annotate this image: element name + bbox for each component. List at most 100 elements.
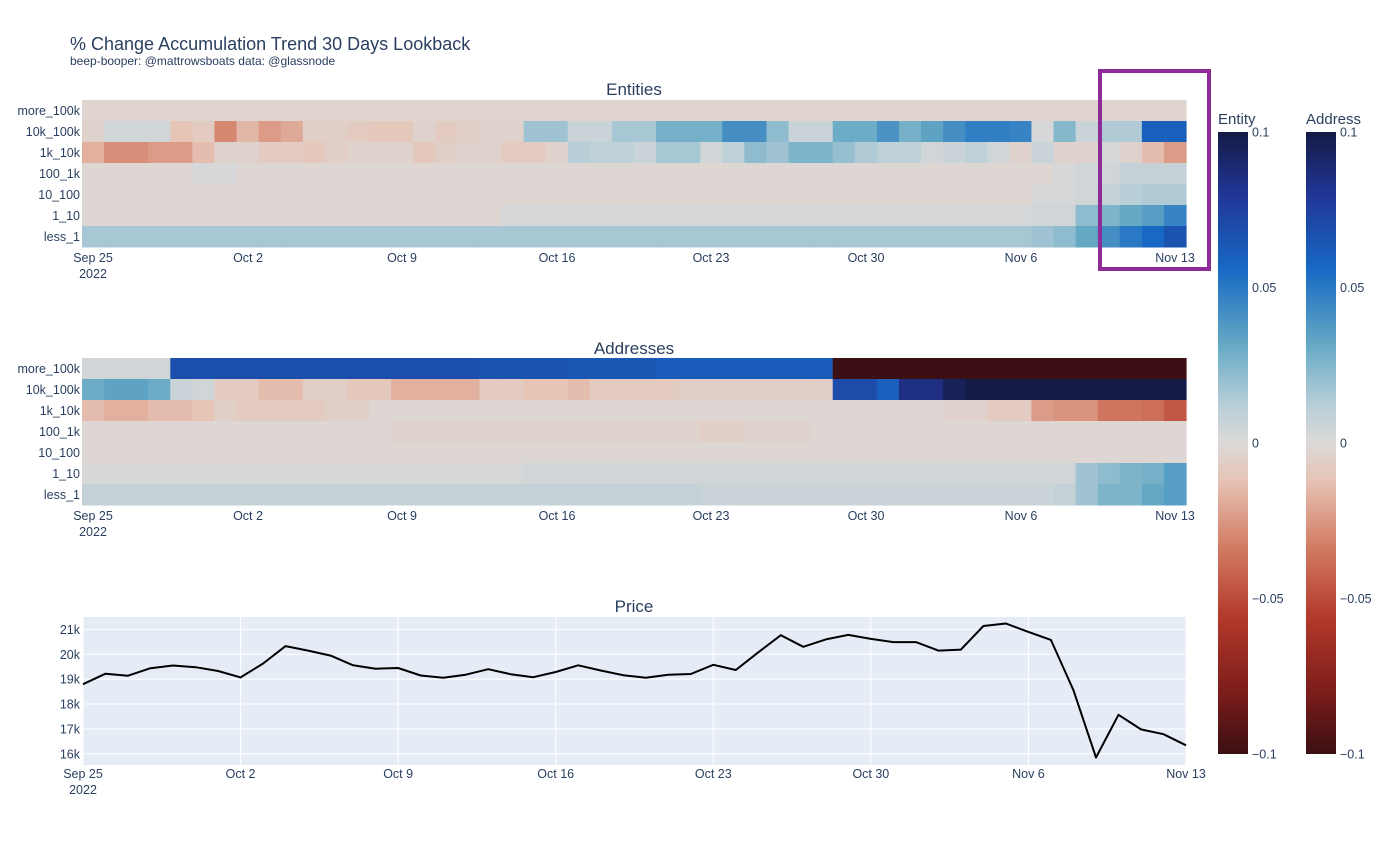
entities-heatmap-cell bbox=[214, 184, 238, 206]
entities-heatmap-cell bbox=[1053, 142, 1077, 164]
addresses-heatmap-cell bbox=[832, 442, 856, 464]
addresses-heatmap-cell bbox=[82, 358, 105, 380]
addresses-heatmap-cell bbox=[678, 463, 701, 485]
entities-heatmap-cell bbox=[1097, 205, 1121, 227]
chart-subtitle: beep-booper: @mattrowsboats data: @glass… bbox=[70, 54, 336, 68]
addresses-heatmap-cell bbox=[898, 484, 922, 506]
addresses-heatmap-cell bbox=[435, 463, 458, 485]
entities-heatmap-cell bbox=[876, 184, 900, 206]
addresses-heatmap-cell bbox=[656, 463, 679, 485]
entities-heatmap-cell bbox=[567, 184, 591, 206]
entities-heatmap-cell bbox=[1009, 142, 1033, 164]
addresses-heatmap-cell bbox=[567, 358, 591, 380]
entities-heatmap-cell bbox=[523, 205, 547, 227]
entities-heatmap-cell bbox=[1163, 184, 1187, 206]
addresses-heatmap-cell bbox=[943, 400, 966, 422]
addresses-heatmap-cell bbox=[1097, 379, 1121, 401]
addresses-heatmap-cell bbox=[170, 379, 193, 401]
entities-heatmap-cell bbox=[82, 100, 105, 122]
colorbar-tick-label: 0 bbox=[1252, 437, 1259, 451]
entities-heatmap-cell bbox=[876, 163, 900, 185]
entities-heatmap-cell bbox=[457, 121, 481, 143]
addresses-heatmap-cell bbox=[82, 484, 105, 506]
addresses-heatmap-cell bbox=[346, 421, 370, 443]
addresses-heatmap-cell bbox=[258, 421, 282, 443]
entities-heatmap-cell bbox=[1053, 100, 1077, 122]
entities-heatmap-cell bbox=[258, 121, 282, 143]
entities-heatmap-cell bbox=[236, 100, 260, 122]
entities-heatmap-cell bbox=[82, 142, 105, 164]
entities-heatmap-cell bbox=[810, 184, 834, 206]
addresses-x-tick-label: Oct 23 bbox=[693, 509, 730, 523]
entities-heatmap-cell bbox=[589, 121, 613, 143]
entities-row-label: 1k_10k bbox=[40, 146, 81, 160]
entities-x-tick-label: Oct 16 bbox=[539, 251, 576, 265]
entities-heatmap-cell bbox=[236, 226, 260, 248]
entities-heatmap-cell bbox=[280, 163, 304, 185]
addresses-heatmap-cell bbox=[170, 442, 193, 464]
addresses-heatmap-cell bbox=[1141, 463, 1165, 485]
addresses-heatmap-cell bbox=[1009, 463, 1033, 485]
entities-heatmap-cell bbox=[126, 100, 149, 122]
entities-heatmap-cell bbox=[391, 163, 414, 185]
entities-heatmap-cell bbox=[104, 163, 127, 185]
entities-heatmap-cell bbox=[1097, 163, 1121, 185]
addresses-heatmap-cell bbox=[479, 358, 503, 380]
entities-heatmap-cell bbox=[854, 226, 878, 248]
addresses-heatmap-cell bbox=[523, 484, 547, 506]
entities-heatmap-cell bbox=[346, 205, 370, 227]
addresses-heatmap-cell bbox=[943, 379, 966, 401]
entities-heatmap-cell bbox=[214, 142, 238, 164]
addresses-x-tick-label: Oct 9 bbox=[387, 509, 417, 523]
entities-heatmap-cell bbox=[280, 121, 304, 143]
addresses-heatmap-cell bbox=[1141, 484, 1165, 506]
entities-heatmap-cell bbox=[788, 184, 812, 206]
entities-heatmap-cell bbox=[413, 121, 436, 143]
entities-heatmap-cell bbox=[788, 226, 812, 248]
entities-heatmap-cell bbox=[788, 121, 812, 143]
addresses-heatmap-cell bbox=[104, 358, 127, 380]
addresses-heatmap-cell bbox=[413, 442, 436, 464]
addresses-heatmap-cell bbox=[766, 400, 790, 422]
addresses-heatmap-cell bbox=[82, 421, 105, 443]
addresses-heatmap-cell bbox=[656, 421, 679, 443]
addresses-heatmap-cell bbox=[987, 463, 1010, 485]
entities-heatmap-cell bbox=[1119, 184, 1143, 206]
addresses-heatmap-cell bbox=[744, 421, 768, 443]
entities-heatmap-cell bbox=[1097, 226, 1121, 248]
entities-heatmap-cell bbox=[148, 163, 171, 185]
price-y-tick-label: 18k bbox=[60, 698, 81, 712]
entities-heatmap-cell bbox=[148, 226, 171, 248]
addresses-heatmap-cell bbox=[634, 379, 657, 401]
entities-heatmap-cell bbox=[280, 142, 304, 164]
entities-heatmap-cell bbox=[457, 184, 481, 206]
addresses-heatmap-cell bbox=[413, 400, 436, 422]
addresses-heatmap-cell bbox=[965, 379, 988, 401]
price-y-tick-label: 17k bbox=[60, 722, 81, 736]
addresses-heatmap-cell bbox=[700, 442, 723, 464]
entities-heatmap-cell bbox=[722, 184, 745, 206]
entity-colorbar-ticks: 0.1 0.05 0 −0.05 −0.1 bbox=[1252, 126, 1284, 762]
entities-heatmap-cell bbox=[987, 100, 1010, 122]
entities-heatmap-cell bbox=[810, 163, 834, 185]
entities-heatmap-cell bbox=[656, 100, 679, 122]
entities-heatmap-cell bbox=[545, 163, 569, 185]
entities-heatmap-cell bbox=[413, 100, 436, 122]
entities-heatmap-cell bbox=[1163, 121, 1187, 143]
entities-heatmap-cell bbox=[854, 184, 878, 206]
addresses-heatmap-cell bbox=[1163, 463, 1187, 485]
addresses-x-year-label: 2022 bbox=[79, 525, 107, 539]
addresses-heatmap-cell bbox=[104, 442, 127, 464]
addresses-heatmap-cell bbox=[192, 442, 216, 464]
entities-heatmap-cell bbox=[479, 205, 503, 227]
price-x-tick-label: Oct 23 bbox=[695, 767, 732, 781]
entities-heatmap-cell bbox=[1119, 163, 1143, 185]
addresses-heatmap-cell bbox=[435, 379, 458, 401]
addresses-heatmap-cell bbox=[236, 379, 260, 401]
entities-heatmap-cell bbox=[987, 142, 1010, 164]
entities-heatmap-cell bbox=[126, 184, 149, 206]
entities-heatmap-cell bbox=[567, 121, 591, 143]
addresses-heatmap-cell bbox=[148, 358, 171, 380]
entities-heatmap-cell bbox=[170, 163, 193, 185]
addresses-heatmap-cell bbox=[700, 358, 723, 380]
